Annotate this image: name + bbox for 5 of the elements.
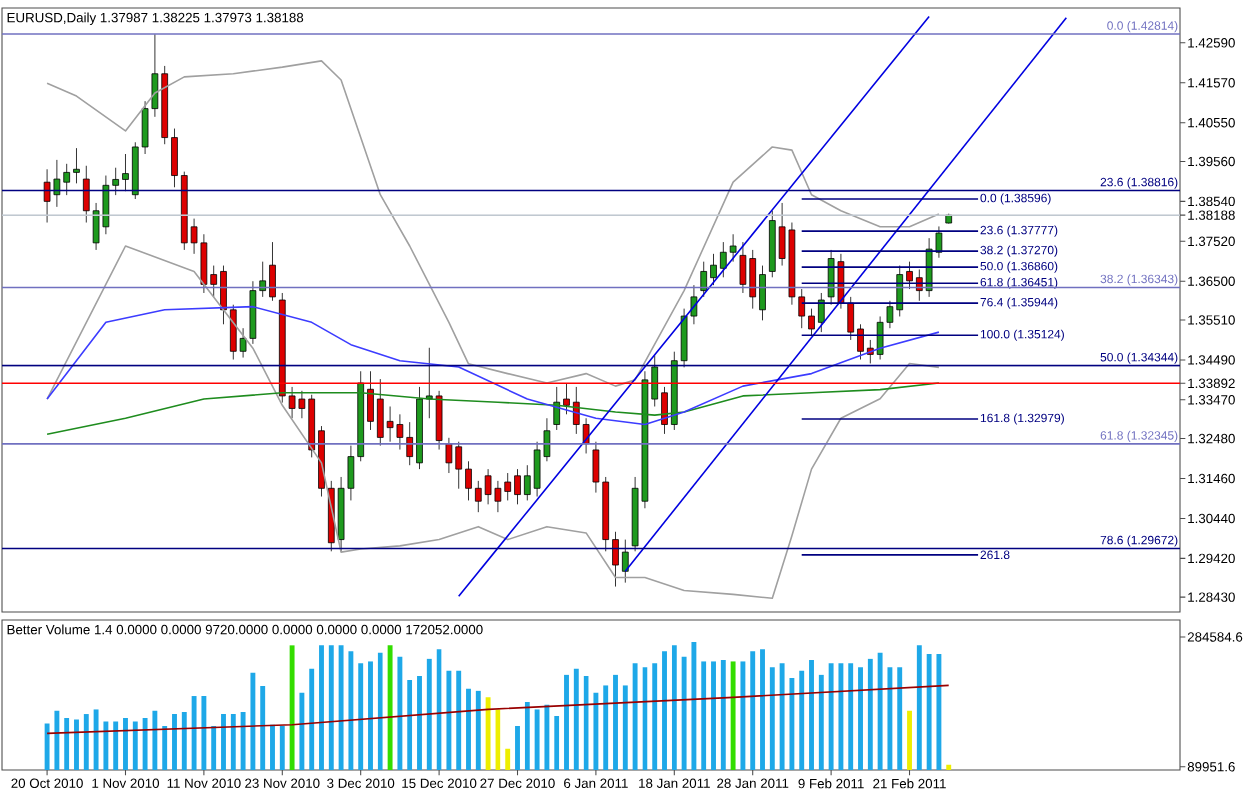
line-series xyxy=(46,684,950,735)
line-series xyxy=(46,60,940,387)
line-series xyxy=(46,245,940,600)
line-series xyxy=(46,382,940,436)
line-series xyxy=(46,305,940,426)
